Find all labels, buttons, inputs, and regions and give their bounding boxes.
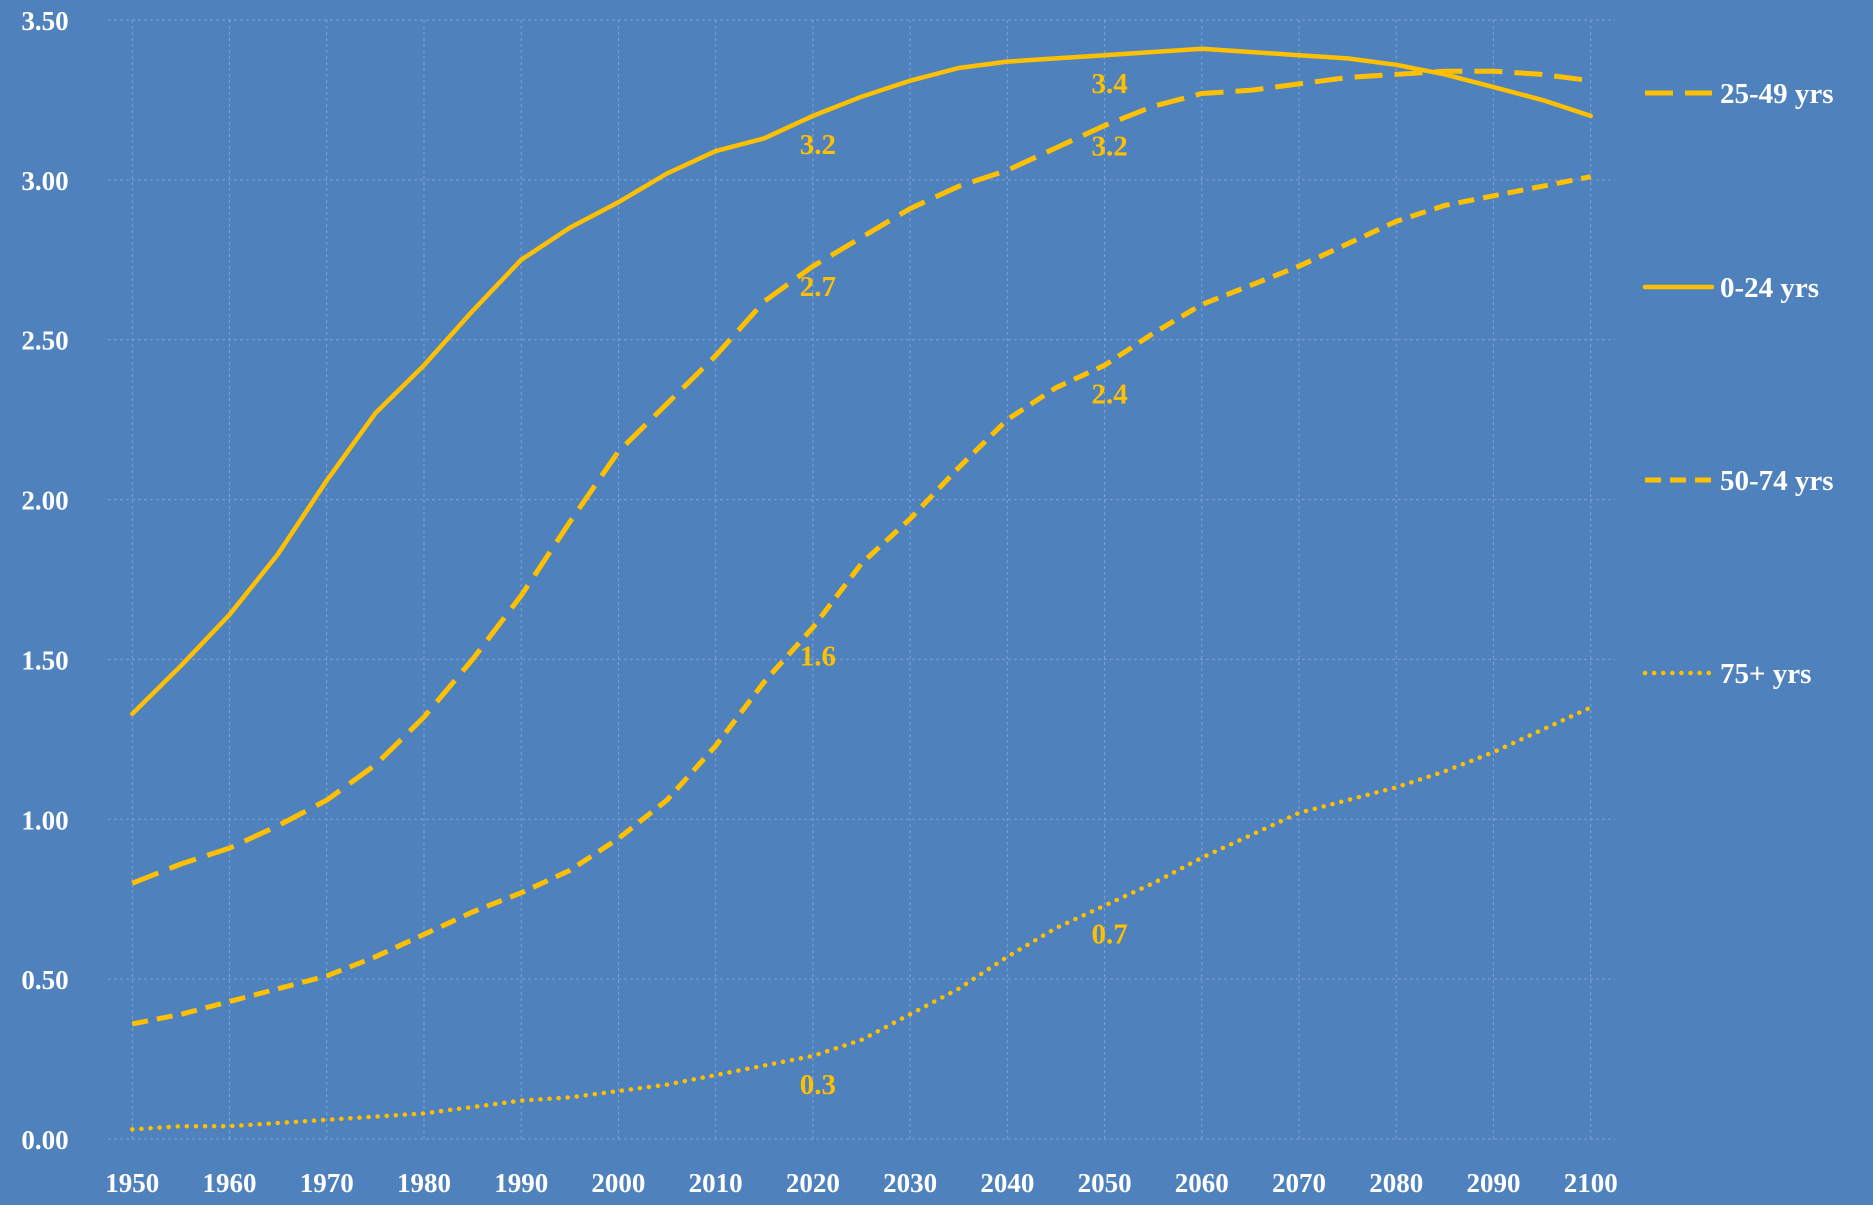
legend-item: 0-24 yrs: [1642, 272, 1819, 304]
y-tick-label: 3.50: [21, 6, 68, 36]
y-tick-label: 1.00: [21, 805, 68, 835]
y-tick-label: 2.00: [21, 486, 68, 516]
x-tick-label: 2060: [1175, 1168, 1229, 1198]
legend-label: 75+ yrs: [1720, 658, 1811, 690]
x-axis-ticks: 1950 1960 1970 1980 1990 2000 2010 2020 2030 2040…: [105, 1168, 1617, 1198]
x-tick-label: 1950: [105, 1168, 159, 1198]
data-label: 1.6: [800, 640, 836, 672]
x-tick-label: 2080: [1369, 1168, 1423, 1198]
legend: 25-49 yrs 0-24 yrs 50-74 yrs 75+ yrs: [1642, 78, 1834, 690]
gridlines: [108, 19, 1615, 1140]
series-line-0-24-yrs: [130, 46, 1593, 717]
data-label: 3.2: [1091, 131, 1127, 163]
data-label: 3.2: [800, 129, 836, 161]
series-line-25-49-yrs: [131, 68, 1592, 886]
x-tick-label: 1960: [203, 1168, 257, 1198]
x-tick-label: 1970: [300, 1168, 354, 1198]
legend-label: 25-49 yrs: [1720, 78, 1834, 110]
x-tick-label: 2020: [786, 1168, 840, 1198]
x-tick-label: 2090: [1466, 1168, 1520, 1198]
series-line-50-74-yrs: [131, 174, 1592, 1027]
x-tick-label: 2010: [689, 1168, 743, 1198]
x-tick-label: 2100: [1564, 1168, 1618, 1198]
x-tick-label: 2050: [1078, 1168, 1132, 1198]
legend-item: 50-74 yrs: [1645, 465, 1834, 497]
y-tick-label: 0.00: [21, 1125, 68, 1155]
legend-label: 50-74 yrs: [1720, 465, 1834, 497]
data-label: 2.7: [800, 271, 836, 303]
data-label: 3.4: [1091, 68, 1127, 100]
legend-label: 0-24 yrs: [1720, 272, 1819, 304]
y-tick-label: 0.50: [21, 965, 68, 995]
series-lines: [130, 46, 1593, 1132]
x-tick-label: 2030: [883, 1168, 937, 1198]
data-labels: 2.7 3.2 3.2 3.4 1.6 2.4 0.3 0.7: [800, 68, 1128, 1101]
y-tick-label: 3.00: [21, 166, 68, 196]
legend-item: 25-49 yrs: [1645, 78, 1834, 110]
y-tick-label: 1.50: [21, 645, 68, 675]
data-label: 0.3: [800, 1069, 836, 1101]
data-label: 2.4: [1091, 378, 1127, 410]
x-tick-label: 1990: [494, 1168, 548, 1198]
x-tick-label: 1980: [397, 1168, 451, 1198]
x-tick-label: 2040: [980, 1168, 1034, 1198]
y-axis-ticks: 0.00 0.50 1.00 1.50 2.00 2.50 3.00 3.50: [21, 6, 68, 1155]
data-label: 0.7: [1091, 919, 1127, 951]
x-tick-label: 2000: [591, 1168, 645, 1198]
legend-item: 75+ yrs: [1642, 658, 1811, 690]
x-tick-label: 2070: [1272, 1168, 1326, 1198]
series-line-75-yrs: [130, 705, 1593, 1132]
y-tick-label: 2.50: [21, 326, 68, 356]
